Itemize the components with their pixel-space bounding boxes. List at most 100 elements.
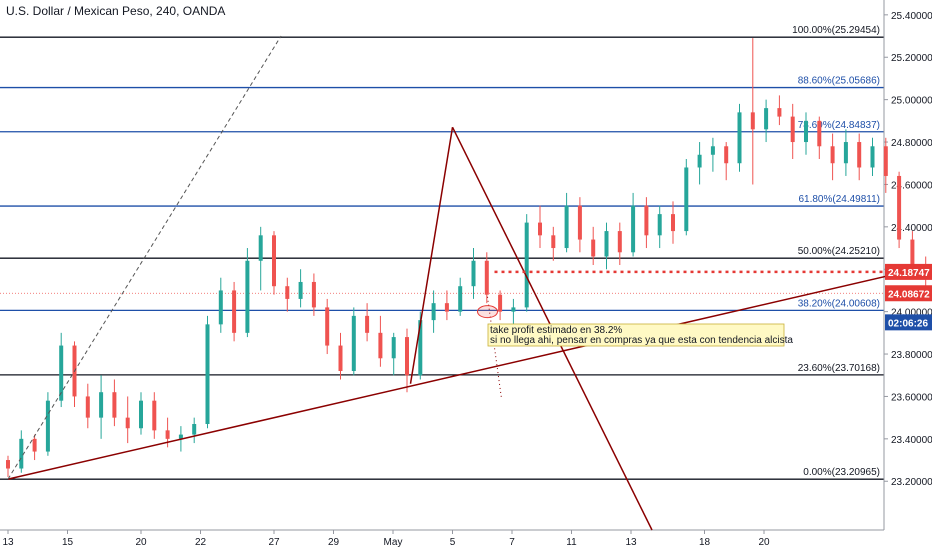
candle-up (737, 112, 742, 164)
trendlines (7, 35, 908, 531)
candle-down (671, 214, 675, 232)
candle-up (431, 303, 436, 321)
target-ellipse (477, 305, 498, 319)
candle-up (697, 154, 702, 168)
fib-label: 61.80%(24.49811) (798, 194, 880, 205)
candles (6, 38, 928, 477)
candle-up (258, 235, 263, 261)
y-tick-label: 24.00000 (891, 308, 932, 319)
y-tick-label: 23.20000 (891, 477, 932, 488)
candle-up (205, 324, 210, 424)
price-tags: 24.18747 24.08672 02:06:26 (885, 263, 932, 331)
chart-title: U.S. Dollar / Mexican Peso, 240, OANDA (6, 4, 226, 18)
candle-down (272, 235, 276, 287)
candle-down (777, 108, 782, 117)
candle-up (843, 142, 848, 164)
y-tick-label: 23.80000 (891, 350, 932, 361)
note-line: take profit estimado en 38.2% (490, 325, 622, 336)
candle-down (125, 417, 130, 429)
fib-label: 88.60%(25.05686) (798, 76, 880, 87)
x-tick-label: 7 (509, 537, 515, 548)
candle-down (112, 392, 117, 418)
candle-up (45, 400, 50, 452)
candle-down (577, 205, 582, 240)
note-box (487, 323, 785, 347)
candle-down (6, 460, 10, 469)
candle-up (564, 205, 569, 249)
candle-down (538, 222, 542, 236)
candle-down (883, 146, 888, 176)
candle-up (351, 315, 356, 371)
fib-label: 100.00%(25.29454) (792, 25, 880, 36)
x-tick-label: 20 (135, 537, 147, 548)
x-tick-label: 29 (328, 537, 340, 548)
candle-down (591, 239, 596, 257)
candle-down (790, 116, 795, 143)
candle-up (99, 392, 104, 418)
x-tick-label: 22 (195, 537, 207, 548)
candle-down (830, 146, 835, 164)
candle-down (857, 142, 862, 168)
candle-down (551, 235, 556, 249)
candle-down (165, 430, 170, 439)
y-tick-label: 23.40000 (891, 435, 932, 446)
x-tick-label: 18 (699, 537, 711, 548)
candle-down (484, 260, 489, 295)
fib-label: 0.00%(23.20965) (803, 467, 880, 478)
y-tick-label: 25.00000 (891, 96, 932, 107)
candle-up (604, 231, 609, 257)
candle-down (817, 120, 822, 147)
candle-down (85, 396, 90, 418)
y-tick-label: 25.20000 (891, 53, 932, 64)
candle-down (285, 286, 290, 299)
x-tick-label: 13 (625, 537, 637, 548)
candle-up (218, 290, 223, 325)
trendline (409, 127, 454, 384)
y-tick-label: 23.60000 (891, 392, 932, 403)
candle-down (32, 438, 37, 452)
price-tag (885, 285, 932, 302)
price-tag-label: 24.08672 (888, 289, 930, 300)
candle-up (764, 108, 769, 130)
candle-up (684, 167, 689, 232)
candle-up (139, 400, 143, 429)
y-tick-label: 24.40000 (891, 223, 932, 234)
trendline (7, 270, 908, 480)
x-tick-label: 13 (2, 537, 14, 548)
candle-down (152, 400, 157, 431)
x-tick-label: 5 (450, 537, 456, 548)
candle-down (338, 345, 343, 371)
candle-up (178, 434, 183, 439)
price-tag-label: 02:06:26 (888, 318, 928, 329)
y-tick-label: 24.60000 (891, 180, 932, 191)
candle-down (232, 290, 237, 333)
candle-up (298, 281, 303, 299)
candle-up (524, 222, 529, 308)
candle-down (325, 307, 330, 346)
candle-down (405, 337, 409, 376)
candle-up (458, 286, 463, 312)
candle-up (418, 320, 423, 376)
annotation: take profit estimado en 38.2%si no llega… (487, 323, 793, 347)
candle-down (910, 239, 915, 270)
fib-label: 38.20%(24.00608) (798, 298, 880, 309)
candle-up (391, 337, 396, 359)
fib-levels: 100.00%(25.29454) 88.60%(25.05686) 78.60%(… (0, 25, 884, 480)
candle-up (657, 214, 662, 236)
price-tag-label: 24.18747 (888, 268, 930, 279)
candle-up (19, 438, 24, 469)
candle-up (631, 205, 636, 253)
note-line: si no llega ahi, pensar en compras ya qu… (490, 335, 793, 346)
price-tag (885, 314, 932, 331)
y-tick-label: 25.40000 (891, 11, 932, 22)
candle-up (870, 146, 875, 168)
candle-down (498, 294, 503, 312)
price-tag (885, 263, 932, 280)
candle-up (804, 120, 808, 143)
fib-label: 78.60%(24.84837) (798, 120, 880, 131)
candle-down (444, 303, 449, 312)
candle-up (710, 146, 715, 155)
candle-up (59, 345, 64, 401)
